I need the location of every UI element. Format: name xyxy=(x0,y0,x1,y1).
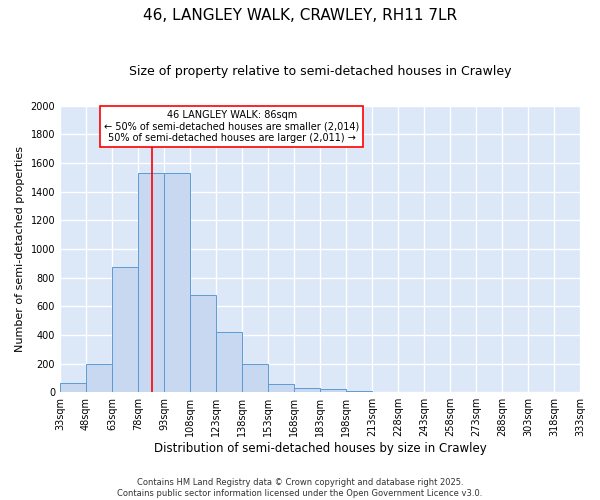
Title: Size of property relative to semi-detached houses in Crawley: Size of property relative to semi-detach… xyxy=(129,65,511,78)
Bar xyxy=(60,383,86,392)
Bar xyxy=(190,294,216,392)
Text: Contains HM Land Registry data © Crown copyright and database right 2025.
Contai: Contains HM Land Registry data © Crown c… xyxy=(118,478,482,498)
Bar xyxy=(86,364,112,392)
Y-axis label: Number of semi-detached properties: Number of semi-detached properties xyxy=(15,146,25,352)
X-axis label: Distribution of semi-detached houses by size in Crawley: Distribution of semi-detached houses by … xyxy=(154,442,487,455)
Bar xyxy=(164,173,190,392)
Text: 46, LANGLEY WALK, CRAWLEY, RH11 7LR: 46, LANGLEY WALK, CRAWLEY, RH11 7LR xyxy=(143,8,457,22)
Bar xyxy=(268,384,294,392)
Bar xyxy=(346,391,372,392)
Bar xyxy=(320,388,346,392)
Bar xyxy=(242,364,268,392)
Text: 46 LANGLEY WALK: 86sqm
← 50% of semi-detached houses are smaller (2,014)
50% of : 46 LANGLEY WALK: 86sqm ← 50% of semi-det… xyxy=(104,110,359,143)
Bar xyxy=(138,173,164,392)
Bar xyxy=(112,267,138,392)
Bar xyxy=(294,388,320,392)
Bar xyxy=(216,332,242,392)
